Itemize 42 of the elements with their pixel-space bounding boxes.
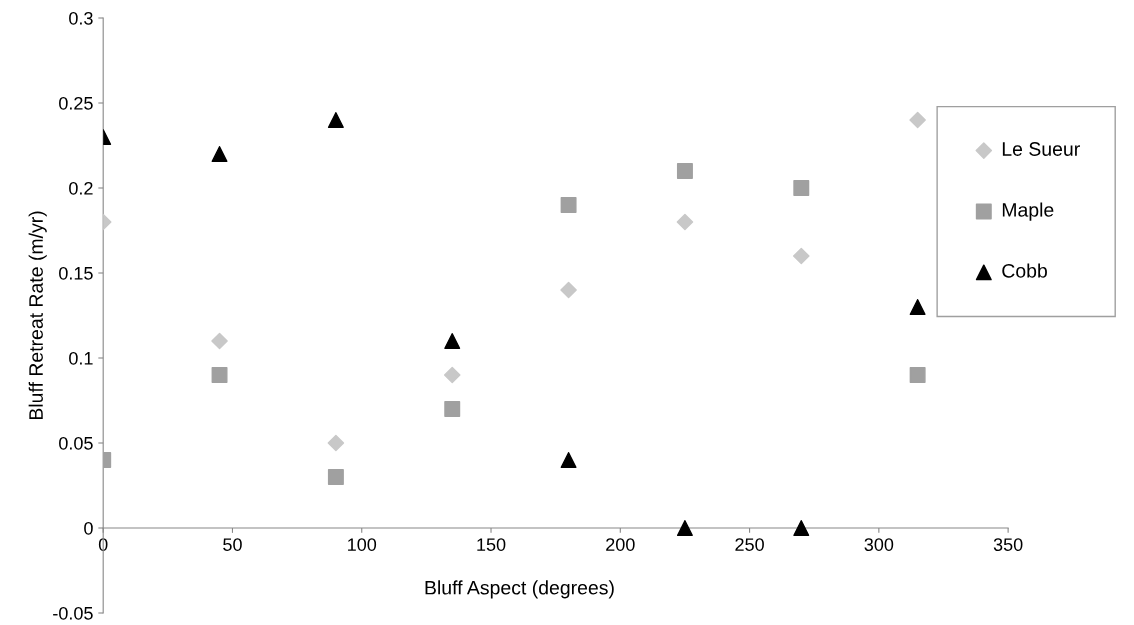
point [443,366,461,384]
y-tick-label: 0 [84,521,93,535]
y-tick-label: 0.05 [59,436,93,450]
point [560,452,577,468]
y-axis-title: Bluff Retreat Rate (m/yr) [28,211,47,420]
legend-label: Cobb [1002,263,1047,278]
x-tick-label: 0 [98,538,108,551]
point [792,247,810,265]
point [560,281,577,299]
legend-label: Le Sueur [1002,142,1080,156]
x-tick-label: 200 [606,538,635,551]
x-tick-label: 100 [348,538,377,551]
point [793,520,810,536]
point [444,333,461,349]
x-tick-label: 350 [993,538,1023,551]
x-tick-label: 300 [864,538,894,551]
point [211,146,228,162]
point [676,520,693,536]
point [909,367,926,383]
point [676,213,694,231]
y-tick-label: 0.15 [59,266,93,280]
point [909,111,926,129]
point [676,163,693,179]
x-axis-title: Bluff Aspect (degrees) [425,580,614,599]
x-tick-label: 50 [223,538,242,551]
point [327,434,345,452]
y-tick-label: 0.25 [59,96,93,110]
x-tick-label: 250 [735,538,764,551]
point [327,469,344,485]
legend-label: Maple [1002,202,1054,221]
point [444,401,461,417]
point [327,112,344,128]
point [909,299,926,315]
point [211,367,228,383]
point [211,332,228,350]
point [793,180,810,196]
y-tick-label: -0.05 [53,606,93,620]
y-tick-label: 0.3 [69,11,93,25]
x-tick-label: 150 [477,538,506,551]
point [560,197,577,213]
y-tick-label: 0.1 [69,351,93,365]
y-tick-label: 0.2 [69,181,93,195]
